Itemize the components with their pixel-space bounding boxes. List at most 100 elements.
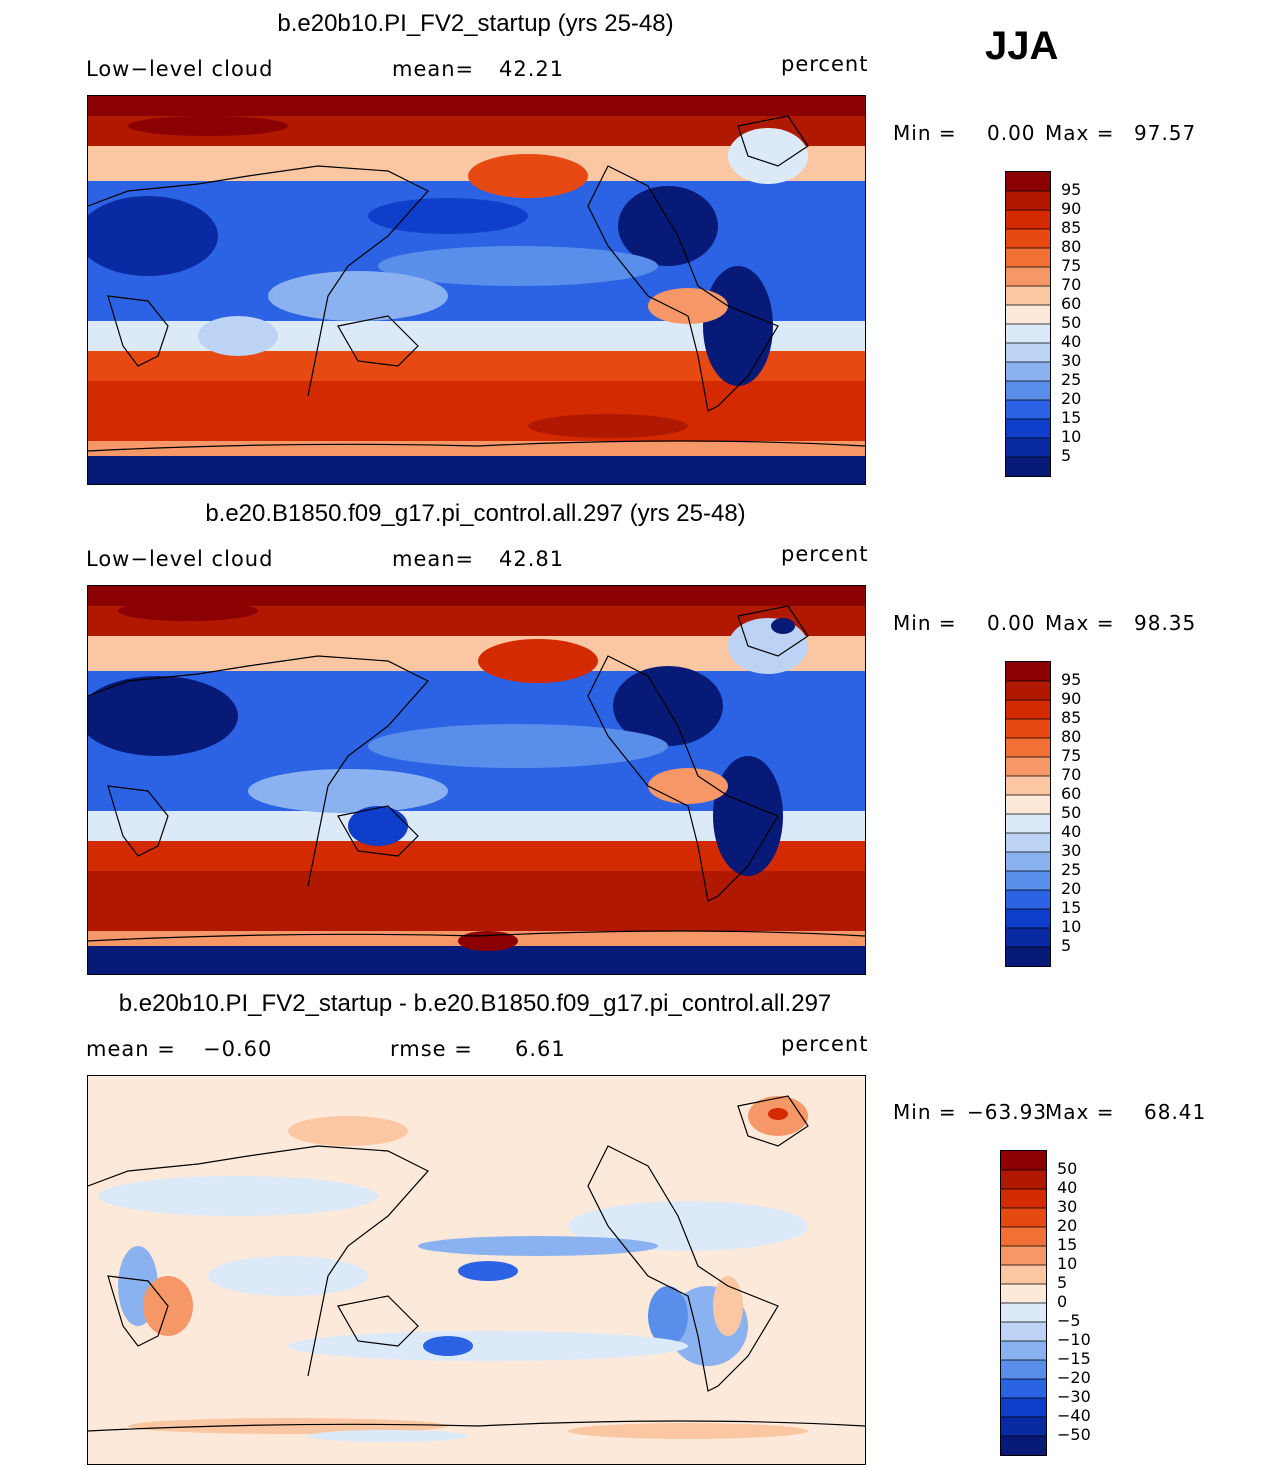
mean-value: 42.21 — [499, 57, 565, 81]
colorbar-swatch — [1001, 1227, 1046, 1247]
colorbar-tick-label: 70 — [1061, 275, 1082, 294]
colorbar-tick-label: 30 — [1061, 841, 1082, 860]
colorbar-tick-label: 10 — [1057, 1254, 1078, 1273]
map-canvas — [88, 96, 865, 484]
colorbar-swatch — [1006, 381, 1050, 401]
max-label: Max = — [1045, 611, 1115, 635]
max-label: Max = — [1045, 1100, 1115, 1124]
season-label: JJA — [985, 24, 1059, 68]
map-canvas — [88, 1076, 865, 1464]
colorbar-tick-label: 95 — [1061, 180, 1082, 199]
colorbar-swatch — [1001, 1208, 1046, 1228]
colorbar-tick-label: 20 — [1061, 879, 1082, 898]
colorbar-swatch — [1006, 833, 1050, 853]
colorbar-swatch — [1006, 738, 1050, 758]
difference-map — [87, 1075, 866, 1465]
colorbar-tick-label: 60 — [1061, 784, 1082, 803]
colorbar-swatch — [1006, 662, 1050, 682]
colorbar-swatch — [1006, 795, 1050, 815]
colorbar — [1005, 171, 1051, 477]
colorbar-tick-label: 10 — [1061, 917, 1082, 936]
colorbar-swatch — [1001, 1284, 1046, 1304]
colorbar-tick-label: 85 — [1061, 218, 1082, 237]
min-value: 0.00 — [987, 611, 1036, 635]
colorbar-swatch — [1006, 191, 1050, 211]
map-canvas — [88, 586, 865, 974]
colorbar-tick-label: 90 — [1061, 689, 1082, 708]
colorbar-swatch — [1006, 172, 1050, 192]
colorbar-swatch — [1006, 419, 1050, 439]
mean-label: mean= — [392, 57, 475, 81]
panel-title: b.e20b10.PI_FV2_startup - b.e20.B1850.f0… — [118, 990, 832, 1017]
colorbar-swatch — [1001, 1360, 1046, 1380]
mean-label: mean= — [392, 547, 475, 571]
mean-value: 42.81 — [499, 547, 565, 571]
colorbar-swatch — [1006, 343, 1050, 363]
colorbar-tick-label: 30 — [1061, 351, 1082, 370]
colorbar-tick-label: −20 — [1057, 1368, 1091, 1387]
colorbar-swatch — [1006, 229, 1050, 249]
colorbar-swatch — [1006, 362, 1050, 382]
colorbar-swatch — [1006, 700, 1050, 720]
colorbar-swatch — [1006, 681, 1050, 701]
colorbar-tick-label: 80 — [1061, 237, 1082, 256]
units-label: percent — [781, 542, 869, 566]
colorbar-tick-label: 5 — [1061, 936, 1072, 955]
colorbar-tick-label: 40 — [1057, 1178, 1078, 1197]
colorbar — [1005, 661, 1051, 967]
colorbar-swatch — [1006, 871, 1050, 891]
min-label: Min = — [893, 1100, 957, 1124]
colorbar-swatch — [1006, 400, 1050, 420]
colorbar-swatch — [1006, 457, 1050, 476]
colorbar-swatch — [1006, 776, 1050, 796]
colorbar-swatch — [1001, 1265, 1046, 1285]
colorbar-swatch — [1001, 1151, 1046, 1171]
max-value: 98.35 — [1134, 611, 1197, 635]
colorbar-swatch — [1006, 890, 1050, 910]
colorbar-tick-label: −40 — [1057, 1406, 1091, 1425]
colorbar-tick-label: 40 — [1061, 822, 1082, 841]
colorbar-swatch — [1006, 814, 1050, 834]
colorbar-tick-label: 75 — [1061, 746, 1082, 765]
colorbar-swatch — [1001, 1417, 1046, 1437]
colorbar-tick-label: −30 — [1057, 1387, 1091, 1406]
colorbar-tick-label: 40 — [1061, 332, 1082, 351]
colorbar-tick-label: 15 — [1057, 1235, 1078, 1254]
colorbar-swatch — [1001, 1341, 1046, 1361]
colorbar-tick-label: 50 — [1061, 803, 1082, 822]
min-value: −63.93 — [967, 1100, 1048, 1124]
colorbar-swatch — [1006, 757, 1050, 777]
rmse-label: rmse = — [390, 1037, 473, 1061]
colorbar-swatch — [1001, 1436, 1046, 1455]
colorbar-swatch — [1001, 1398, 1046, 1418]
colorbar-tick-label: 50 — [1061, 313, 1082, 332]
min-label: Min = — [893, 121, 957, 145]
colorbar-tick-label: 25 — [1061, 860, 1082, 879]
mean-value: −0.60 — [203, 1037, 273, 1061]
colorbar-swatch — [1006, 947, 1050, 966]
colorbar-tick-label: 60 — [1061, 294, 1082, 313]
colorbar-tick-label: 20 — [1057, 1216, 1078, 1235]
colorbar-swatch — [1006, 909, 1050, 929]
units-label: percent — [781, 1032, 869, 1056]
colorbar-tick-label: 5 — [1061, 446, 1072, 465]
rmse-value: 6.61 — [515, 1037, 566, 1061]
max-value: 68.41 — [1144, 1100, 1207, 1124]
colorbar-tick-label: 15 — [1061, 408, 1082, 427]
colorbar-tick-label: 0 — [1057, 1292, 1068, 1311]
colorbar-swatch — [1006, 210, 1050, 230]
panel-title: b.e20b10.PI_FV2_startup (yrs 25-48) — [277, 10, 674, 37]
min-label: Min = — [893, 611, 957, 635]
max-label: Max = — [1045, 121, 1115, 145]
colorbar-tick-label: 10 — [1061, 427, 1082, 446]
min-value: 0.00 — [987, 121, 1036, 145]
colorbar-swatch — [1001, 1189, 1046, 1209]
colorbar-tick-label: 15 — [1061, 898, 1082, 917]
colorbar-tick-label: 80 — [1061, 727, 1082, 746]
colorbar-tick-label: −5 — [1057, 1311, 1081, 1330]
colorbar-tick-label: 30 — [1057, 1197, 1078, 1216]
colorbar — [1000, 1150, 1047, 1456]
colorbar-swatch — [1006, 852, 1050, 872]
colorbar-tick-label: −15 — [1057, 1349, 1091, 1368]
colorbar-swatch — [1006, 438, 1050, 458]
